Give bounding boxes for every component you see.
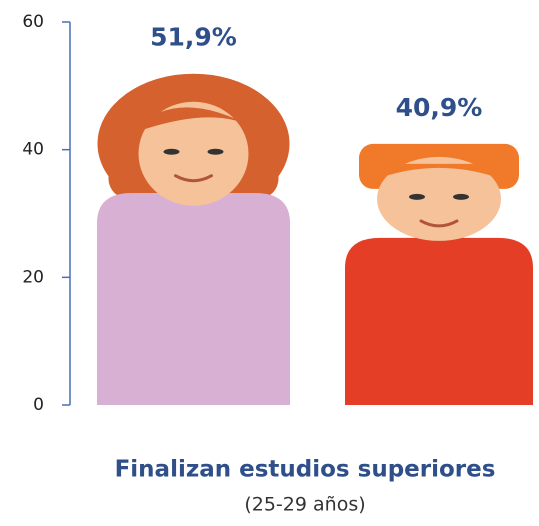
mouth bbox=[174, 174, 213, 183]
value-label: 51,9% bbox=[150, 23, 237, 52]
face bbox=[138, 101, 249, 206]
body bbox=[345, 237, 533, 405]
x-axis-note: (25-29 años) bbox=[244, 494, 365, 516]
body bbox=[97, 192, 290, 405]
figure bbox=[345, 143, 533, 405]
hair-fringe bbox=[369, 163, 509, 182]
eye bbox=[453, 193, 469, 200]
eye bbox=[163, 148, 180, 155]
eye bbox=[207, 148, 224, 155]
figure bbox=[97, 73, 290, 405]
eye bbox=[409, 193, 425, 200]
y-tick-label: 20 bbox=[22, 267, 44, 287]
mouth bbox=[419, 219, 459, 228]
value-label: 40,9% bbox=[396, 93, 483, 122]
y-tick-label: 40 bbox=[22, 140, 44, 160]
face bbox=[377, 156, 501, 241]
x-axis-label: Finalizan estudios superiores bbox=[115, 457, 496, 483]
y-tick-label: 60 bbox=[22, 12, 44, 32]
y-tick-label: 0 bbox=[33, 395, 44, 415]
hair-fringe bbox=[131, 107, 256, 134]
